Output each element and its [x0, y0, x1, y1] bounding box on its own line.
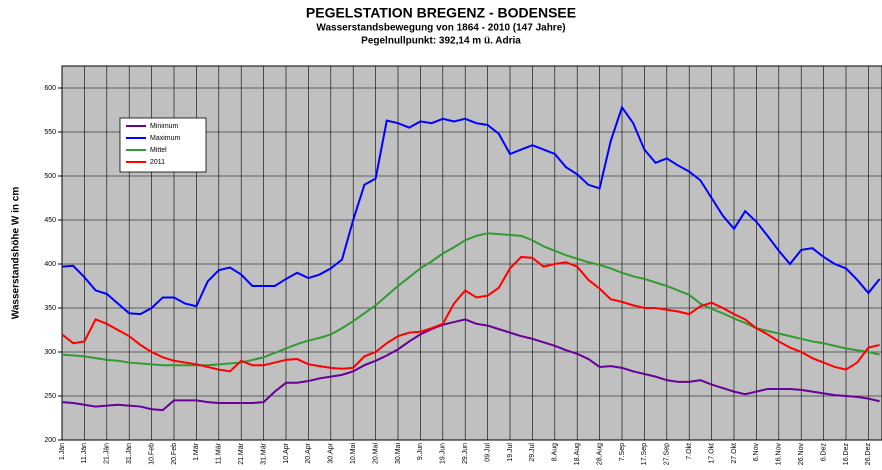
- x-tick-label: 20.Apr: [305, 442, 312, 463]
- x-tick-label: 6.Dez: [820, 443, 827, 462]
- x-tick-label: 19.Jun: [440, 443, 447, 464]
- x-tick-label: 27.Okt: [731, 443, 738, 464]
- x-tick-label: 30.Apr: [328, 442, 335, 463]
- y-tick-label: 250: [44, 393, 56, 400]
- x-tick-label: 31.Mär: [260, 442, 267, 464]
- chart-title: PEGELSTATION BREGENZ - BODENSEE: [306, 5, 576, 21]
- x-tick-label: 20.Feb: [171, 443, 178, 465]
- y-axis-label: Wasserstandshöhe W in cm: [11, 187, 22, 320]
- legend-label: Minimum: [150, 123, 179, 130]
- x-tick-label: 30.Mai: [395, 443, 402, 464]
- x-tick-label: 09.Jul: [484, 443, 491, 462]
- x-tick-label: 18.Aug: [574, 443, 581, 465]
- x-tick-label: 16.Nov: [776, 443, 783, 466]
- x-tick-label: 29.Jul: [529, 443, 536, 462]
- x-tick-label: 11.Jän: [81, 443, 88, 464]
- series-line: [61, 318, 880, 412]
- x-tick-label: 11.Mär: [216, 442, 223, 464]
- y-tick-label: 600: [44, 85, 56, 92]
- series-line: [61, 255, 880, 373]
- x-tick-label: 28.Aug: [596, 443, 603, 465]
- x-tick-label: 20.Mai: [372, 443, 379, 464]
- chart-subtitle: Pegelnullpunkt: 392,14 m ü. Adria: [361, 36, 521, 47]
- x-tick-label: 1.Jän: [59, 443, 66, 460]
- y-tick-label: 550: [44, 129, 56, 136]
- y-tick-label: 400: [44, 261, 56, 268]
- x-tick-label: 16.Dez: [843, 443, 850, 466]
- chart-subtitle: Wasserstandsbewegung von 1864 - 2010 (14…: [316, 23, 565, 34]
- x-tick-label: 1.Mär: [193, 442, 200, 461]
- x-tick-label: 29.Jun: [462, 443, 469, 464]
- x-tick-label: 21.Mär: [238, 442, 245, 464]
- y-tick-label: 300: [44, 349, 56, 356]
- x-tick-label: 26.Dez: [865, 443, 872, 466]
- x-tick-label: 10.Apr: [283, 442, 290, 463]
- legend-label: Maximum: [150, 135, 181, 142]
- x-tick-label: 21.Jän: [104, 443, 111, 464]
- x-tick-label: 10.Mai: [350, 443, 357, 464]
- legend-label: Mittel: [150, 147, 167, 154]
- x-tick-label: 27.Sep: [664, 443, 671, 465]
- x-tick-label: 31.Jän: [126, 443, 133, 464]
- legend-label: 2011: [150, 159, 165, 166]
- y-tick-label: 450: [44, 217, 56, 224]
- x-tick-label: 8.Aug: [552, 443, 559, 461]
- x-tick-label: 7.Okt: [686, 443, 693, 460]
- legend: Minimum Maximum Mittel 2011: [119, 117, 207, 173]
- x-tick-label: 17.Sep: [641, 443, 648, 465]
- y-tick-label: 350: [44, 305, 56, 312]
- x-tick-label: 10.Feb: [148, 443, 155, 465]
- x-tick-label: 7.Sep: [619, 443, 626, 461]
- y-tick-label: 500: [44, 173, 56, 180]
- x-tick-label: 19.Jul: [507, 443, 514, 462]
- y-tick-label: 200: [44, 437, 56, 444]
- x-tick-label: 9.Jun: [417, 443, 424, 460]
- x-tick-label: 26.Nov: [798, 443, 805, 466]
- x-tick-label: 17.Okt: [708, 443, 715, 464]
- series-line: [61, 105, 881, 316]
- x-tick-label: 6.Nov: [753, 443, 760, 462]
